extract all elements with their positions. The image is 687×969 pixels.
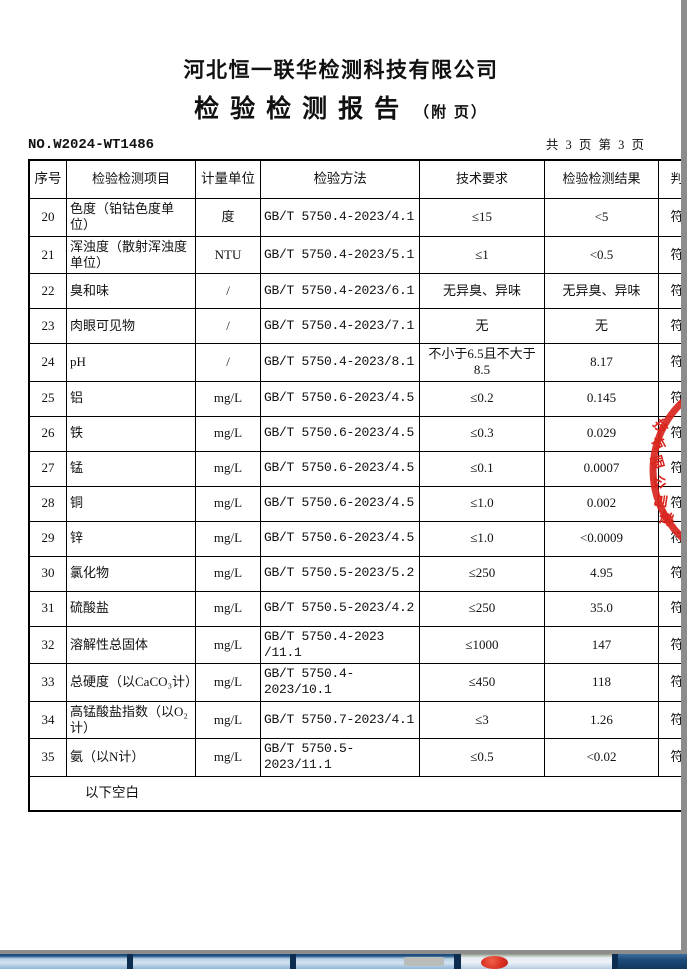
col-header-requirement: 技术要求 xyxy=(419,159,545,199)
seal-arc xyxy=(649,397,682,543)
report-page: 河北恒一联华检测科技有限公司 检验检测报告 （附 页） NO.W2024-WT1… xyxy=(0,58,687,812)
svg-text:章: 章 xyxy=(655,508,677,528)
background-window-titlebar[interactable] xyxy=(461,954,612,969)
window-edge-gray-bar xyxy=(681,0,687,953)
report-title: 检验检测报告 xyxy=(194,96,411,123)
table-row: 23 肉眼可见物 / GB/T 5750.4-2023/7.1 无 无 符合 xyxy=(28,308,687,344)
window-separator xyxy=(454,954,461,969)
table-row: 20 色度（铂钴色度单位） 度 GB/T 5750.4-2023/4.1 ≤15… xyxy=(28,198,687,237)
window-separator xyxy=(127,954,133,969)
background-window-titlebar[interactable] xyxy=(296,954,454,969)
page-indicator: 共 3 页 第 3 页 xyxy=(545,138,646,152)
background-windows-strip xyxy=(0,954,687,969)
window-control-fragment xyxy=(404,957,444,966)
table-row: 34 高锰酸盐指数（以O₂计） mg/L GB/T 5750.7-2023/4.… xyxy=(28,700,687,739)
table-row: 32 溶解性总固体 mg/L GB/T 5750.4-2023 /11.1 ≤1… xyxy=(28,625,687,664)
svg-text:有: 有 xyxy=(647,433,669,453)
window-separator xyxy=(290,954,296,969)
table-row: 33 总硬度（以CaCO₃计） mg/L GB/T 5750.4-2023/10… xyxy=(28,663,687,702)
window-edge-bottom-bar xyxy=(0,950,687,954)
table-row: 29 锌 mg/L GB/T 5750.6-2023/4.5 ≤1.0 <0.0… xyxy=(28,520,687,557)
company-name: 河北恒一联华检测科技有限公司 xyxy=(183,58,499,82)
table-row: 27 锰 mg/L GB/T 5750.6-2023/4.5 ≤0.1 0.00… xyxy=(28,450,687,487)
svg-text:公: 公 xyxy=(650,475,667,490)
col-header-item: 检验检测项目 xyxy=(66,159,196,199)
col-header-result: 检验检测结果 xyxy=(544,159,659,199)
background-window-titlebar[interactable] xyxy=(133,954,290,969)
col-header-method: 检验方法 xyxy=(260,159,420,199)
results-table: 序号 检验检测项目 计量单位 检验方法 技术要求 检验检测结果 判定 20 色度… xyxy=(28,159,687,812)
table-row: 21 浑浊度（散射浑浊度单位） NTU GB/T 5750.4-2023/5.1… xyxy=(28,235,687,274)
window-separator xyxy=(612,954,618,969)
table-row: 25 铝 mg/L GB/T 5750.6-2023/4.5 ≤0.2 0.14… xyxy=(28,380,687,417)
table-row: 30 氯化物 mg/L GB/T 5750.5-2023/5.2 ≤250 4.… xyxy=(28,555,687,592)
table-row: 24 pH / GB/T 5750.4-2023/8.1 不小于6.5且不大于8… xyxy=(28,343,687,382)
col-header-unit: 计量单位 xyxy=(195,159,261,199)
report-number: NO.W2024-WT1486 xyxy=(28,137,155,153)
app-logo-icon xyxy=(481,956,508,969)
table-header-row: 序号 检验检测项目 计量单位 检验方法 技术要求 检验检测结果 判定 xyxy=(28,159,687,199)
table-row: 26 铁 mg/L GB/T 5750.6-2023/4.5 ≤0.3 0.02… xyxy=(28,415,687,452)
background-window-titlebar[interactable] xyxy=(618,954,687,969)
svg-text:限: 限 xyxy=(647,454,666,472)
svg-text:司: 司 xyxy=(651,493,669,509)
blank-note: 以下空白 xyxy=(28,775,687,812)
background-window-titlebar[interactable] xyxy=(0,954,127,969)
table-row: 28 铜 mg/L GB/T 5750.6-2023/4.5 ≤1.0 0.00… xyxy=(28,485,687,522)
report-meta-row: NO.W2024-WT1486 共 3 页 第 3 页 xyxy=(28,134,658,153)
table-row: 31 硫酸盐 mg/L GB/T 5750.5-2023/4.2 ≤250 35… xyxy=(28,590,687,627)
col-header-no: 序号 xyxy=(28,159,67,199)
table-row: 22 臭和味 / GB/T 5750.4-2023/6.1 无异臭、异味 无异臭… xyxy=(28,273,687,309)
table-row: 35 氨（以N计） mg/L GB/T 5750.5-2023/11.1 ≤0.… xyxy=(28,738,687,777)
report-title-row: 检验检测报告 （附 页） xyxy=(0,89,682,125)
report-title-note: （附 页） xyxy=(414,105,488,121)
blank-note-row: 以下空白 xyxy=(28,775,687,812)
company-seal-stamp: 技 有 限 公 司 章 xyxy=(647,397,682,543)
